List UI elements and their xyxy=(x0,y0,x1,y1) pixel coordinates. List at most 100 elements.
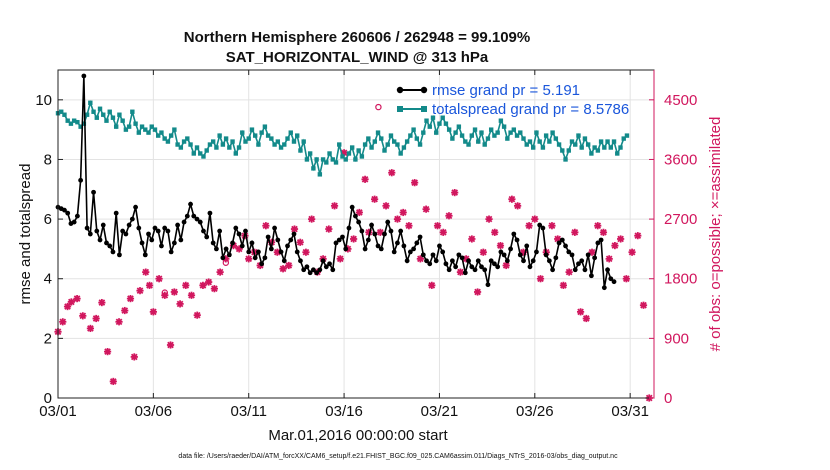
obs-point-5-stroke-3 xyxy=(79,312,87,320)
obs-point-52 xyxy=(340,149,348,157)
obs-point-43 xyxy=(290,225,299,233)
obs-point-103-stroke-3 xyxy=(628,248,636,256)
obs-point-26 xyxy=(193,311,201,319)
series-spread-point-173 xyxy=(615,151,620,156)
series-spread-point-29 xyxy=(149,124,154,129)
series-spread-point-68 xyxy=(275,139,281,144)
series-spread-point-139 xyxy=(505,136,510,141)
series-spread-point-134 xyxy=(488,127,494,132)
obs-point-3-stroke-3 xyxy=(68,298,75,306)
series-rmse-point-85 xyxy=(330,267,336,273)
series-spread-point-136 xyxy=(495,130,500,135)
series-spread-point-135 xyxy=(492,133,497,138)
y-ticks-left: 0 2 4 6 8 10 xyxy=(35,92,63,407)
series-spread-point-22 xyxy=(126,124,132,129)
series-spread-point-100 xyxy=(379,136,384,141)
obs-point-6-stroke-3 xyxy=(87,325,94,332)
series-spread-point-88 xyxy=(340,154,345,159)
series-spread-point-72 xyxy=(288,130,293,135)
series-rmse-point-94 xyxy=(359,228,365,234)
obs-point-87 xyxy=(536,275,545,283)
series-rmse-point-32 xyxy=(159,243,164,249)
series-spread-point-132 xyxy=(482,142,487,147)
obs-point-89 xyxy=(548,222,556,230)
series-rmse-point-141 xyxy=(511,231,517,237)
series-obs xyxy=(54,103,653,402)
obs-point-60 xyxy=(382,202,390,210)
obs-point-16 xyxy=(142,268,150,276)
series-spread-point-28 xyxy=(146,130,151,135)
series-rmse-point-33 xyxy=(162,225,168,231)
series-rmse-point-87 xyxy=(336,237,342,243)
x-axis-label: Mar.01,2016 00:00:00 start xyxy=(268,427,448,444)
obs-point-79 xyxy=(491,228,499,236)
series-spread-point-84 xyxy=(327,151,332,156)
series-spread-point-166 xyxy=(592,145,597,150)
series-rmse-point-165 xyxy=(588,273,594,279)
series-spread-point-119 xyxy=(440,115,445,120)
series-spread-point-101 xyxy=(382,148,387,153)
series-rmse-point-39 xyxy=(181,219,187,225)
series-rmse-point-90 xyxy=(346,225,352,231)
series-spread-point-154 xyxy=(553,136,559,141)
obs-point-14 xyxy=(130,353,138,361)
obs-point-104-stroke-3 xyxy=(634,232,642,239)
series-rmse-point-134 xyxy=(488,258,494,264)
series-spread-point-9 xyxy=(84,112,90,117)
series-rmse-point-50 xyxy=(217,228,223,234)
series-spread-point-13 xyxy=(97,106,103,111)
series-spread-point-89 xyxy=(343,157,348,162)
obs-point-63 xyxy=(399,208,407,217)
obs-point-58-stroke-3 xyxy=(371,195,378,203)
series-spread-point-155 xyxy=(556,142,562,147)
obs-point-22-stroke-3 xyxy=(171,288,178,296)
series-rmse-point-136 xyxy=(495,264,501,270)
series-rmse-point-42 xyxy=(191,213,197,219)
series-rmse-point-68 xyxy=(275,237,281,243)
series-rmse-point-36 xyxy=(171,240,177,246)
obs-point-87-stroke-3 xyxy=(537,275,544,283)
obs-point-46 xyxy=(308,215,316,223)
obs-point-11 xyxy=(115,318,123,326)
obs-point-58 xyxy=(370,195,379,203)
obs-point-5 xyxy=(79,312,87,320)
obs-possible-1 xyxy=(161,289,169,296)
series-rmse-point-119 xyxy=(440,249,446,255)
obs-point-71-stroke-3 xyxy=(445,212,453,220)
series-rmse-point-115 xyxy=(427,261,433,267)
series-rmse-point-66 xyxy=(268,246,274,252)
series-rmse-point-23 xyxy=(129,216,135,222)
series-spread-point-20 xyxy=(120,118,125,123)
obs-point-62-stroke-3 xyxy=(394,215,401,223)
series-spread-point-52 xyxy=(223,136,229,141)
obs-point-4 xyxy=(73,295,81,303)
series-rmse-point-80 xyxy=(314,270,320,276)
series-rmse-point-29 xyxy=(149,237,155,243)
series-rmse-point-22 xyxy=(126,222,132,228)
series-rmse-point-11 xyxy=(91,189,96,195)
series-rmse-point-49 xyxy=(214,246,219,252)
series-spread-point-95 xyxy=(362,142,368,147)
series-rmse-point-143 xyxy=(517,252,523,258)
obs-point-28-stroke-3 xyxy=(205,278,213,286)
series-spread-point-176 xyxy=(624,133,630,138)
series-spread-point-48 xyxy=(210,139,216,144)
series-spread-point-162 xyxy=(579,145,584,150)
series-rmse-point-67 xyxy=(272,225,277,231)
obs-point-19-stroke-3 xyxy=(155,275,163,283)
series-rmse-point-18 xyxy=(113,210,119,216)
series-spread-point-146 xyxy=(527,139,533,144)
obs-point-7 xyxy=(92,314,100,323)
obs-point-21 xyxy=(166,341,175,349)
obs-point-27-stroke-3 xyxy=(199,282,207,289)
obs-point-40-stroke-3 xyxy=(273,248,281,256)
series-spread-point-82 xyxy=(320,157,326,162)
series-rmse-point-160 xyxy=(572,267,578,273)
series-spread-point-118 xyxy=(437,121,442,126)
series-spread-point-33 xyxy=(162,136,167,141)
series-spread-point-32 xyxy=(159,130,164,135)
series-spread-point-137 xyxy=(498,118,504,123)
series-rmse-point-6 xyxy=(74,213,80,219)
series-spread-point-58 xyxy=(243,139,248,144)
series-spread-point-75 xyxy=(298,148,303,153)
